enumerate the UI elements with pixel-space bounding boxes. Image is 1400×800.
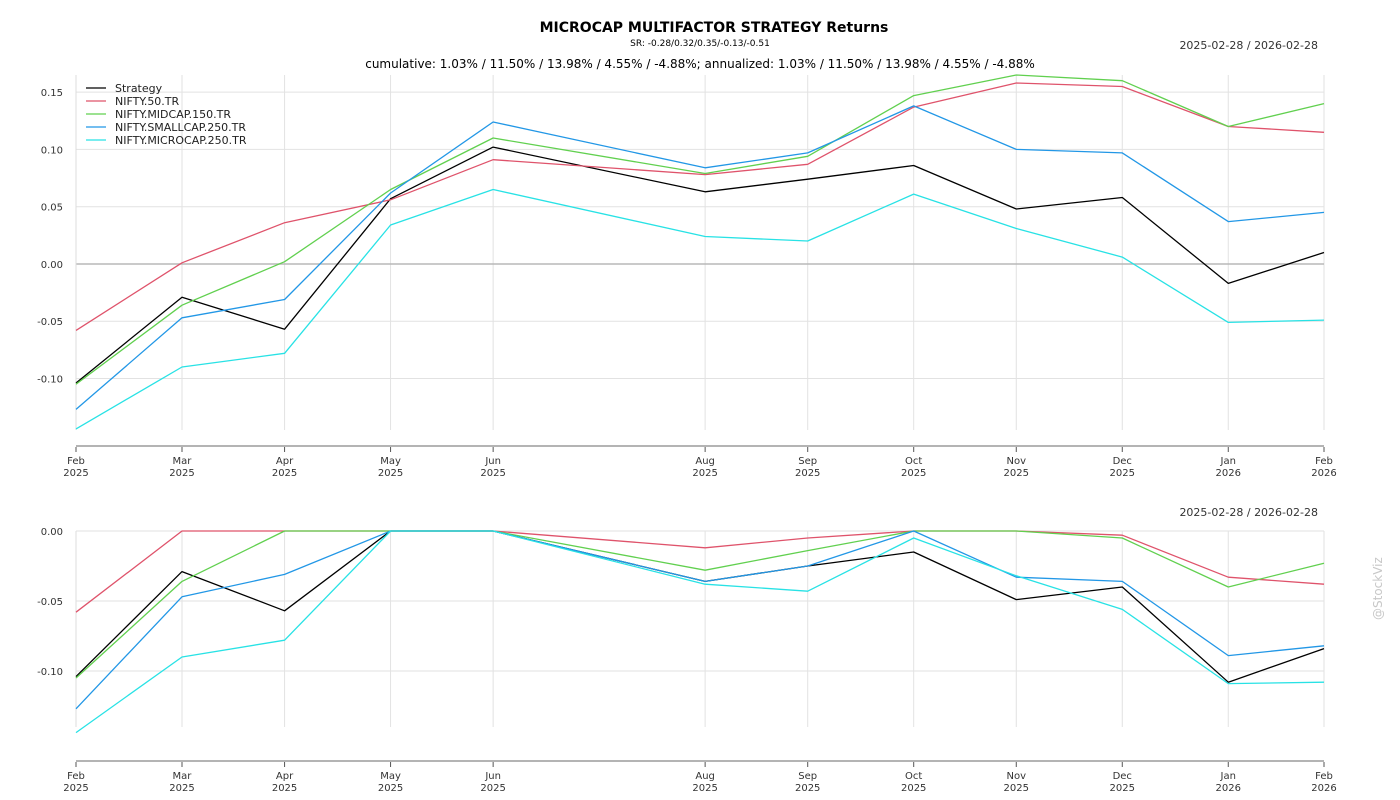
x-tick-label-month: Feb	[67, 771, 85, 782]
x-tick-label-month: Nov	[1007, 456, 1027, 467]
x-tick-label-month: Aug	[695, 456, 715, 467]
x-tick-label-year: 2025	[1110, 783, 1135, 794]
series-line-nifty-microcap-250-tr	[75, 530, 1325, 734]
x-tick-label-year: 2025	[63, 783, 88, 794]
legend-label-strategy: Strategy	[115, 82, 163, 95]
x-tick-label-year: 2025	[169, 783, 194, 794]
x-tick-label-month: Jan	[1220, 456, 1236, 467]
chart-title: MICROCAP MULTIFACTOR STRATEGY Returns	[539, 20, 889, 36]
x-tick-label-year: 2025	[901, 783, 926, 794]
legend-label-nifty-50-tr: NIFTY.50.TR	[115, 95, 180, 108]
legend: StrategyNIFTY.50.TRNIFTY.MIDCAP.150.TRNI…	[86, 82, 247, 147]
x-tick-label-year: 2025	[795, 468, 820, 479]
x-tick-label-month: Sep	[798, 771, 817, 782]
x-tick-label-month: Feb	[1315, 771, 1333, 782]
x-tick-label-year: 2025	[378, 468, 403, 479]
x-tick-label-month: Aug	[695, 771, 715, 782]
date-range-top: 2025-02-28 / 2026-02-28	[1179, 39, 1318, 52]
x-tick-label-year: 2025	[272, 468, 297, 479]
y-tick-label: -0.05	[37, 597, 63, 608]
y-tick-label: 0.00	[41, 527, 63, 538]
x-tick-label-month: Feb	[1315, 456, 1333, 467]
x-tick-label-month: May	[380, 456, 401, 467]
x-tick-label-year: 2025	[272, 783, 297, 794]
y-tick-label: -0.10	[37, 667, 63, 678]
x-tick-label-year: 2025	[901, 468, 926, 479]
x-tick-label-month: Jan	[1220, 771, 1236, 782]
x-tick-label-month: Sep	[798, 456, 817, 467]
x-tick-label-month: May	[380, 771, 401, 782]
x-tick-label-month: Nov	[1007, 771, 1027, 782]
cumulative-returns-chart: -0.10-0.050.000.050.100.15Feb2025Mar2025…	[37, 74, 1337, 479]
x-tick-label-year: 2025	[692, 468, 717, 479]
x-tick-label-year: 2026	[1311, 783, 1336, 794]
legend-label-nifty-midcap-150-tr: NIFTY.MIDCAP.150.TR	[115, 108, 231, 121]
drawdowns-chart: -0.10-0.050.00Feb2025Mar2025Apr2025May20…	[37, 527, 1337, 794]
x-tick-label-year: 2025	[795, 783, 820, 794]
y-tick-label: -0.05	[37, 317, 63, 328]
series-line-nifty-50-tr	[75, 82, 1325, 331]
x-tick-label-month: Apr	[276, 771, 294, 782]
x-tick-label-year: 2026	[1216, 783, 1241, 794]
summary-line: cumulative: 1.03% / 11.50% / 13.98% / 4.…	[365, 57, 1035, 71]
x-tick-label-year: 2025	[480, 783, 505, 794]
x-tick-label-year: 2026	[1311, 468, 1336, 479]
x-tick-label-month: Jun	[484, 456, 501, 467]
series-line-strategy	[75, 530, 1325, 683]
series-line-nifty-midcap-150-tr	[75, 530, 1325, 679]
series-line-nifty-microcap-250-tr	[75, 188, 1325, 430]
x-tick-label-month: Apr	[276, 456, 294, 467]
date-range-bottom: 2025-02-28 / 2026-02-28	[1179, 506, 1318, 519]
x-tick-label-year: 2025	[692, 783, 717, 794]
x-tick-label-year: 2025	[63, 468, 88, 479]
x-tick-label-month: Oct	[905, 456, 922, 467]
x-tick-label-month: Mar	[173, 771, 193, 782]
y-tick-label: 0.05	[41, 203, 63, 214]
x-tick-label-year: 2025	[169, 468, 194, 479]
x-tick-label-year: 2025	[1110, 468, 1135, 479]
y-tick-label: 0.15	[41, 88, 63, 99]
x-tick-label-year: 2025	[480, 468, 505, 479]
sharpe-ratio-line: SR: -0.28/0.32/0.35/-0.13/-0.51	[630, 39, 770, 49]
legend-label-nifty-smallcap-250-tr: NIFTY.SMALLCAP.250.TR	[115, 121, 246, 134]
series-line-nifty-smallcap-250-tr	[75, 105, 1325, 410]
series-line-nifty-midcap-150-tr	[75, 74, 1325, 385]
x-tick-label-year: 2025	[1004, 468, 1029, 479]
y-tick-label: 0.00	[41, 260, 63, 271]
x-tick-label-month: Oct	[905, 771, 922, 782]
x-tick-label-month: Jun	[484, 771, 501, 782]
x-tick-label-year: 2026	[1216, 468, 1241, 479]
legend-label-nifty-microcap-250-tr: NIFTY.MICROCAP.250.TR	[115, 134, 247, 147]
x-tick-label-month: Feb	[67, 456, 85, 467]
x-tick-label-year: 2025	[378, 783, 403, 794]
y-tick-label: 0.10	[41, 145, 63, 156]
x-tick-label-month: Mar	[173, 456, 193, 467]
series-line-nifty-smallcap-250-tr	[75, 530, 1325, 710]
x-tick-label-month: Dec	[1113, 456, 1132, 467]
series-line-strategy	[75, 146, 1325, 384]
series-line-nifty-50-tr	[75, 530, 1325, 613]
x-tick-label-month: Dec	[1113, 771, 1132, 782]
x-tick-label-year: 2025	[1004, 783, 1029, 794]
y-tick-label: -0.10	[37, 374, 63, 385]
